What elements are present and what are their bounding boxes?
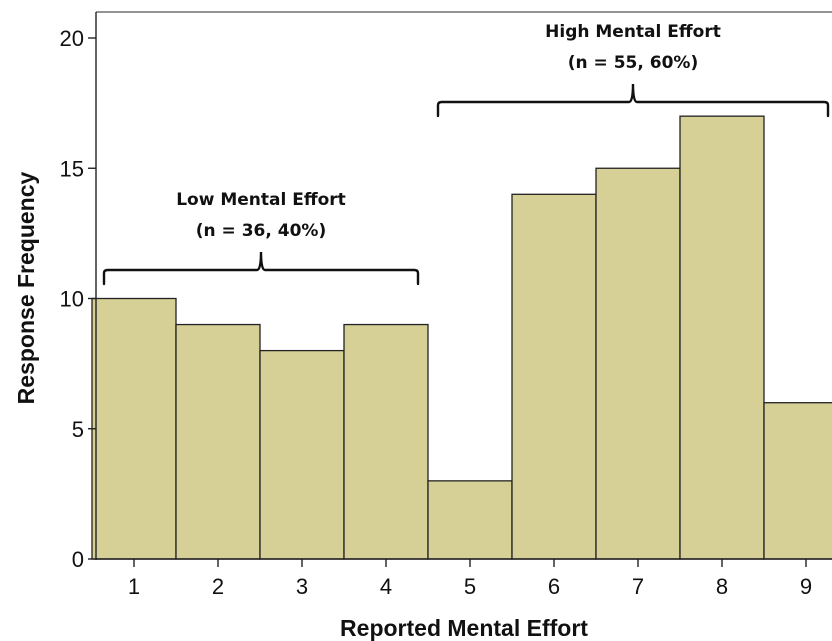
bar-3 <box>259 349 345 560</box>
x-tick-label-5: 5 <box>464 574 476 599</box>
x-tick-label-8: 8 <box>716 574 728 599</box>
y-tick-label-15: 15 <box>60 156 84 181</box>
bar-5 <box>427 480 513 560</box>
bar-8 <box>679 115 765 560</box>
x-tick-label-7: 7 <box>632 574 644 599</box>
x-tick-label-6: 6 <box>548 574 560 599</box>
annotation-high-effort: High Mental Effort (n = 55, 60%) <box>436 22 830 118</box>
y-tick-label-5: 5 <box>72 417 84 442</box>
y-tick-label-0: 0 <box>72 547 84 572</box>
ticks-layer: 0 5 10 15 20 1 2 3 4 5 6 7 8 9 <box>60 26 813 599</box>
bar-7 <box>595 167 681 560</box>
y-tick-label-10: 10 <box>60 287 84 312</box>
annotation-detail: (n = 36, 40%) <box>196 221 326 241</box>
x-tick-label-2: 2 <box>212 574 224 599</box>
annotation-label: Low Mental Effort <box>176 190 346 210</box>
x-tick-label-3: 3 <box>296 574 308 599</box>
annotation-low-effort: Low Mental Effort (n = 36, 40%) <box>102 190 420 286</box>
x-tick-label-4: 4 <box>380 574 392 599</box>
x-tick-label-1: 1 <box>128 574 140 599</box>
bar-6 <box>511 193 597 560</box>
y-tick-label-20: 20 <box>60 26 84 51</box>
x-axis-title: Reported Mental Effort <box>340 615 588 641</box>
annotation-label: High Mental Effort <box>545 22 721 42</box>
bars-layer <box>91 115 832 560</box>
bar-4 <box>343 323 429 560</box>
annotations-layer: Low Mental Effort (n = 36, 40%) High Menta… <box>102 22 830 286</box>
bar-1 <box>91 297 177 560</box>
x-tick-label-9: 9 <box>800 574 812 599</box>
bar-9 <box>763 402 832 560</box>
bar-2 <box>175 323 261 560</box>
y-axis-title: Response Frequency <box>13 171 39 404</box>
annotation-bracket <box>436 83 830 118</box>
annotation-bracket <box>102 251 420 286</box>
annotation-detail: (n = 55, 60%) <box>568 53 698 73</box>
